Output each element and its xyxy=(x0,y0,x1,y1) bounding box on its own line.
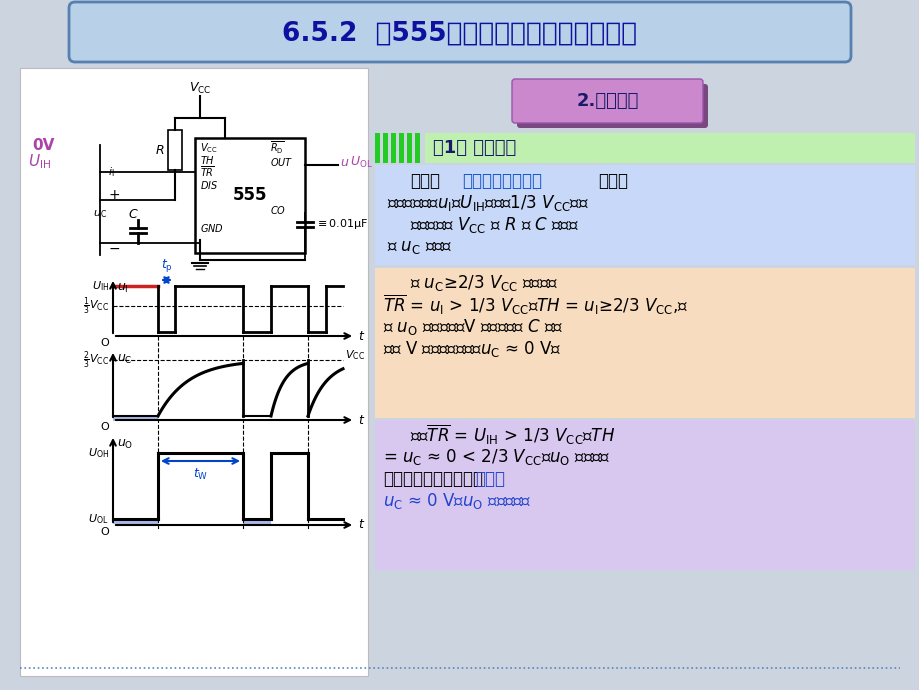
Text: 此 $u_{\rm O}$ 为低电平，V 导通，电容 $C$ 经放: 此 $u_{\rm O}$ 为低电平，V 导通，电容 $C$ 经放 xyxy=(382,317,562,337)
Text: $U_{\rm OH}$: $U_{\rm OH}$ xyxy=(87,446,108,460)
Text: = $u_{\rm C}$ ≈ 0 < 2/3 $V_{\rm CC}$，$u_{\rm O}$ 保持低电: = $u_{\rm C}$ ≈ 0 < 2/3 $V_{\rm CC}$，$u_… xyxy=(382,447,610,467)
Text: $\overline{R_{\rm D}}$: $\overline{R_{\rm D}}$ xyxy=(269,139,284,157)
Text: 当 $u_{\rm C}$≥2/3 $V_{\rm CC}$ 时，满足: 当 $u_{\rm C}$≥2/3 $V_{\rm CC}$ 时，满足 xyxy=(410,273,558,293)
Text: $OUT$: $OUT$ xyxy=(269,156,293,168)
Text: $\frac{2}{3}V_{\rm CC}$: $\frac{2}{3}V_{\rm CC}$ xyxy=(83,349,108,371)
Text: $\frac{1}{3}V_{\rm CC}$: $\frac{1}{3}V_{\rm CC}$ xyxy=(83,295,108,317)
Text: 这时$\overline{TR}$ = $U_{\rm IH}$ > 1/3 $V_{\rm CC}$，$TH$: 这时$\overline{TR}$ = $U_{\rm IH}$ > 1/3 $… xyxy=(410,423,615,447)
Text: $\overline{TR}$: $\overline{TR}$ xyxy=(199,165,214,179)
Text: 该电路: 该电路 xyxy=(410,172,439,190)
Text: 0V: 0V xyxy=(32,137,54,152)
Bar xyxy=(375,133,380,163)
Text: $u_{\rm I}$: $u_{\rm I}$ xyxy=(117,282,129,295)
Bar xyxy=(375,165,914,265)
Text: $u_{\rm O}$: $u_{\rm O}$ xyxy=(117,438,133,451)
Text: 触发信号为负脉冲: 触发信号为负脉冲 xyxy=(461,172,541,190)
Text: 555: 555 xyxy=(233,186,267,204)
Text: $U_{\rm OL}$: $U_{\rm OL}$ xyxy=(349,155,372,170)
Text: $R$: $R$ xyxy=(155,144,165,157)
Text: O: O xyxy=(100,338,108,348)
Text: $V_{\rm CC}$: $V_{\rm CC}$ xyxy=(188,81,211,95)
Text: ，不加: ，不加 xyxy=(597,172,628,190)
Text: $V_{\rm CC}$: $V_{\rm CC}$ xyxy=(345,348,365,362)
Text: 触发信号时，$u_{\rm I}$＝$U_{\rm IH}$（应＞1/3 $V_{\rm CC}$）。: 触发信号时，$u_{\rm I}$＝$U_{\rm IH}$（应＞1/3 $V_… xyxy=(387,193,588,213)
Bar xyxy=(414,133,420,163)
Bar xyxy=(195,138,305,253)
Text: $t$: $t$ xyxy=(357,330,365,342)
Text: $TH$: $TH$ xyxy=(199,154,215,166)
Text: $CO$: $CO$ xyxy=(269,204,286,216)
Text: $-$: $-$ xyxy=(108,241,120,255)
Text: $GND$: $GND$ xyxy=(199,222,223,234)
Text: $\equiv$0.01μF: $\equiv$0.01μF xyxy=(314,217,368,231)
Text: $u_{\rm C}$: $u_{\rm C}$ xyxy=(117,353,132,366)
Bar xyxy=(168,130,182,170)
Text: 稳态时: 稳态时 xyxy=(474,470,505,488)
Bar xyxy=(406,133,412,163)
Text: $i_{\rm I}$: $i_{\rm I}$ xyxy=(108,165,115,179)
Text: $U_{\rm OL}$: $U_{\rm OL}$ xyxy=(88,512,108,526)
Text: $t$: $t$ xyxy=(357,413,365,426)
FancyBboxPatch shape xyxy=(512,79,702,123)
FancyBboxPatch shape xyxy=(69,2,850,62)
Bar xyxy=(113,416,158,421)
Text: 电管 V 迅速放电完毕，$u_{\rm C}$ ≈ 0 V。: 电管 V 迅速放电完毕，$u_{\rm C}$ ≈ 0 V。 xyxy=(382,339,562,359)
Bar xyxy=(243,519,271,524)
Text: $t$: $t$ xyxy=(357,518,365,531)
Bar xyxy=(20,68,368,676)
Bar xyxy=(375,268,914,418)
Text: $t_{\rm W}$: $t_{\rm W}$ xyxy=(193,467,208,482)
Text: $V_{\rm CC}$: $V_{\rm CC}$ xyxy=(199,141,218,155)
Bar xyxy=(391,133,395,163)
Text: $U_{\rm IH}$: $U_{\rm IH}$ xyxy=(92,279,108,293)
FancyBboxPatch shape xyxy=(516,84,708,128)
Text: $u_{\rm C}$ ≈ 0 V，$u_{\rm O}$ 为低电平。: $u_{\rm C}$ ≈ 0 V，$u_{\rm O}$ 为低电平。 xyxy=(382,491,531,511)
Bar xyxy=(375,420,914,570)
Text: 接通电源后 $V_{\rm CC}$ 经 $R$ 向 $C$ 充电，: 接通电源后 $V_{\rm CC}$ 经 $R$ 向 $C$ 充电， xyxy=(410,215,578,235)
Text: $C$: $C$ xyxy=(128,208,139,221)
Text: $+$: $+$ xyxy=(108,188,120,202)
Bar xyxy=(425,133,914,163)
Bar xyxy=(113,519,158,524)
Text: $u_{\rm C}$: $u_{\rm C}$ xyxy=(93,208,107,220)
Text: $\overline{TR}$ = $u_{\rm I}$ > 1/3 $V_{\rm CC}$，$TH$ = $u_{\rm I}$≥2/3 $V_{\rm : $\overline{TR}$ = $u_{\rm I}$ > 1/3 $V_{… xyxy=(382,293,687,317)
Text: 平不变。因此，稳态时: 平不变。因此，稳态时 xyxy=(382,470,482,488)
Text: O: O xyxy=(100,422,108,432)
Text: O: O xyxy=(100,527,108,537)
Bar xyxy=(399,133,403,163)
Text: $t_{\rm p}$: $t_{\rm p}$ xyxy=(161,257,172,274)
Text: $u$: $u$ xyxy=(340,155,349,168)
Text: 使 $u_{\rm C}$ 上升。: 使 $u_{\rm C}$ 上升。 xyxy=(387,238,452,256)
Text: $DIS$: $DIS$ xyxy=(199,179,218,191)
Text: （1） 稳定状态: （1） 稳定状态 xyxy=(433,139,516,157)
Text: 6.5.2  由555定时器构成的单稳态触发器: 6.5.2 由555定时器构成的单稳态触发器 xyxy=(282,21,637,47)
Text: $U_{\rm IH}$: $U_{\rm IH}$ xyxy=(28,152,51,171)
Bar xyxy=(382,133,388,163)
Text: 2.工作原理: 2.工作原理 xyxy=(575,92,638,110)
